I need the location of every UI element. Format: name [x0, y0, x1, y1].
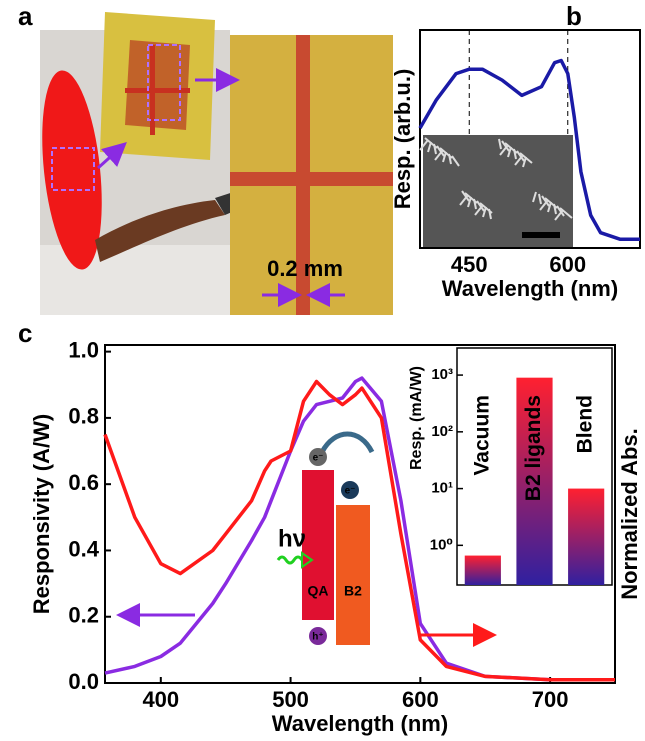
- electron-label: e⁻: [345, 486, 356, 497]
- x-tick-label: 600: [549, 252, 586, 277]
- sem-texture: [514, 154, 524, 166]
- y-tick-label: 0.4: [68, 536, 99, 561]
- sem-texture: [488, 208, 492, 220]
- sem-texture: [451, 155, 460, 167]
- sem-texture: [547, 201, 552, 213]
- sem-texture: [541, 195, 550, 207]
- electron-dot: [341, 481, 359, 499]
- sem-texture: [474, 204, 484, 216]
- sem-texture: [476, 200, 485, 212]
- sem-scale-bar: [522, 232, 560, 238]
- sem-image: [419, 135, 573, 247]
- sem-texture: [482, 206, 487, 218]
- panel-label: c: [18, 318, 32, 348]
- photon-wave: [276, 555, 304, 565]
- y-tick-label: 10⁰: [430, 536, 453, 553]
- sem-texture: [448, 153, 452, 165]
- y-axis-label: Resp. (mA/W): [408, 366, 425, 470]
- x-tick-label: 400: [142, 687, 179, 712]
- sem-texture: [434, 149, 444, 161]
- y-tick-label: 10³: [431, 366, 453, 383]
- x-tick-label: 600: [402, 687, 439, 712]
- panel-label: a: [18, 1, 33, 31]
- photon-arrowhead: [301, 551, 314, 569]
- bar-category-label: Blend: [574, 395, 597, 453]
- data-line: [104, 376, 615, 682]
- plot-frame: [419, 29, 641, 249]
- sem-texture: [459, 194, 469, 206]
- data-line: [418, 58, 640, 242]
- bar: [516, 377, 553, 585]
- sem-texture: [419, 139, 429, 151]
- hole-label: h⁺: [312, 632, 323, 643]
- acceptor-label: B2: [344, 583, 362, 599]
- y-axis-label: Resp. (arb.u.): [390, 69, 415, 210]
- energy-diagram: [276, 431, 375, 645]
- sem-texture: [467, 196, 472, 208]
- sem-texture: [507, 146, 512, 158]
- sem-texture: [499, 144, 509, 156]
- y-axis-label: Responsivity (A/W): [29, 414, 54, 614]
- y-tick-label: 10¹: [431, 480, 453, 497]
- sem-texture: [436, 145, 445, 157]
- acceptor-band: [336, 505, 370, 645]
- photon-label: hν: [278, 525, 306, 552]
- bar-category-label: B2 ligands: [522, 395, 545, 501]
- donor-band: [302, 470, 334, 620]
- sem-texture: [554, 209, 564, 221]
- y-tick-label: 10²: [431, 423, 453, 440]
- hole-dot: [309, 627, 327, 645]
- transfer-arrow: [319, 431, 375, 454]
- bar: [464, 555, 501, 585]
- y-tick-label: 0.6: [68, 470, 99, 495]
- bar-category-label: Vacuum: [470, 395, 493, 476]
- y-tick-label: 0.0: [68, 669, 99, 694]
- panel-label: b: [566, 1, 582, 31]
- sem-texture: [427, 141, 432, 153]
- y-tick-label: 0.2: [68, 603, 99, 628]
- sem-texture: [556, 205, 565, 217]
- sem-texture: [473, 198, 477, 210]
- electron-dot: [309, 448, 327, 466]
- x-axis-label: Wavelength (nm): [272, 711, 448, 736]
- sem-texture: [522, 156, 527, 168]
- panel-a-photo: [40, 12, 393, 315]
- y-tick-label: 0.8: [68, 404, 99, 429]
- sem-texture: [538, 193, 542, 205]
- electron-label: e⁻: [313, 453, 324, 464]
- sem-texture: [433, 143, 437, 155]
- x-tick-label: 450: [451, 252, 488, 277]
- bar: [568, 488, 605, 585]
- y2-axis-label: Normalized Abs.: [617, 428, 642, 600]
- x-tick-label: 700: [532, 687, 569, 712]
- x-tick-label: 500: [272, 687, 309, 712]
- sem-texture: [501, 140, 510, 152]
- sem-texture: [532, 191, 537, 203]
- sem-texture: [513, 148, 517, 160]
- sem-texture: [442, 151, 447, 163]
- sem-texture: [553, 203, 557, 215]
- donor-label: QA: [308, 583, 329, 599]
- plot-frame: [104, 344, 616, 684]
- y-tick-label: 1.0: [68, 337, 99, 362]
- sem-texture: [539, 199, 549, 211]
- data-line: [103, 379, 615, 682]
- sem-texture: [516, 150, 525, 162]
- sem-texture: [498, 138, 502, 150]
- scale-bar-label: 0.2 mm: [267, 256, 343, 281]
- x-axis-label: Wavelength (nm): [442, 276, 618, 301]
- sem-texture: [461, 190, 470, 202]
